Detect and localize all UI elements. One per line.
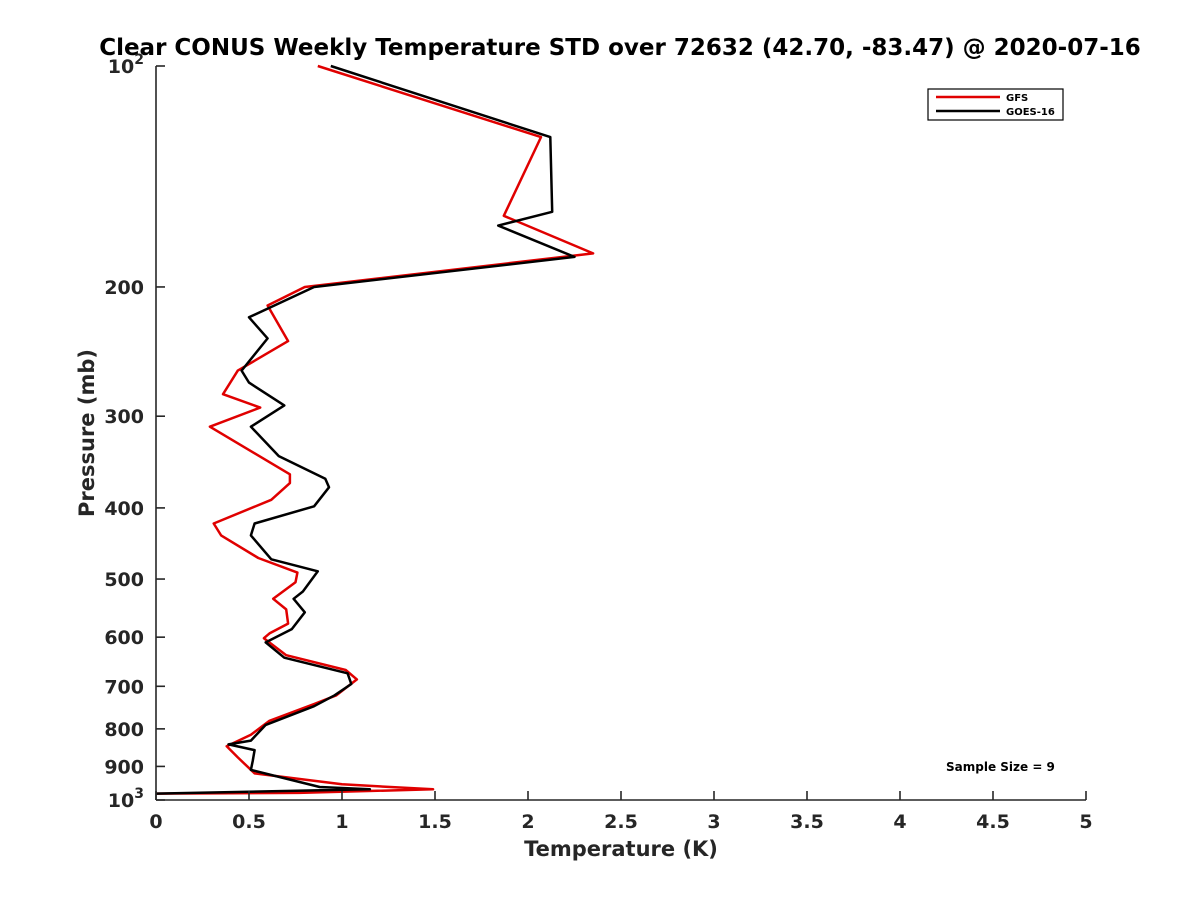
y-tick-label: 700 xyxy=(104,676,144,698)
y-tick-label: 800 xyxy=(104,719,144,741)
plot-area xyxy=(155,64,595,795)
x-tick-label: 4.5 xyxy=(976,811,1010,833)
series-line-goes-16 xyxy=(155,64,576,795)
y-tick-label: 600 xyxy=(104,627,144,649)
legend-label-goes: GOES-16 xyxy=(1006,107,1055,118)
x-tick-label: 1 xyxy=(335,811,348,833)
y-ticks: 102 200 300 400 500 600 700 800 900 103 xyxy=(104,52,165,812)
x-tick-label: 3 xyxy=(707,811,720,833)
x-tick-label: 0 xyxy=(149,811,162,833)
y-tick-label: 102 xyxy=(108,52,144,78)
y-tick-label: 900 xyxy=(104,756,144,778)
x-tick-label: 4 xyxy=(893,811,906,833)
y-tick-label: 500 xyxy=(104,569,144,591)
x-tick-label: 1.5 xyxy=(418,811,452,833)
x-tick-label: 2 xyxy=(521,811,534,833)
x-tick-label: 2.5 xyxy=(604,811,638,833)
y-tick-label: 300 xyxy=(104,406,144,428)
x-axis-label: Temperature (K) xyxy=(524,837,718,861)
y-tick-label: 103 xyxy=(108,786,144,812)
y-tick-label: 400 xyxy=(104,498,144,520)
x-tick-label: 5 xyxy=(1079,811,1092,833)
y-tick-label: 200 xyxy=(104,277,144,299)
legend-label-gfs: GFS xyxy=(1006,93,1028,104)
x-ticks: 0 0.5 1 1.5 2 2.5 3 3.5 4 4.5 5 xyxy=(149,791,1093,833)
legend-box xyxy=(927,88,1064,121)
y-axis-label: Pressure (mb) xyxy=(75,349,99,517)
legend: GFS GOES-16 xyxy=(927,88,1064,121)
chart-title: Clear CONUS Weekly Temperature STD over … xyxy=(99,35,1141,61)
sample-size-annotation: Sample Size = 9 xyxy=(946,760,1055,774)
series-line-gfs xyxy=(155,64,595,795)
x-tick-label: 0.5 xyxy=(232,811,266,833)
x-tick-label: 3.5 xyxy=(790,811,824,833)
